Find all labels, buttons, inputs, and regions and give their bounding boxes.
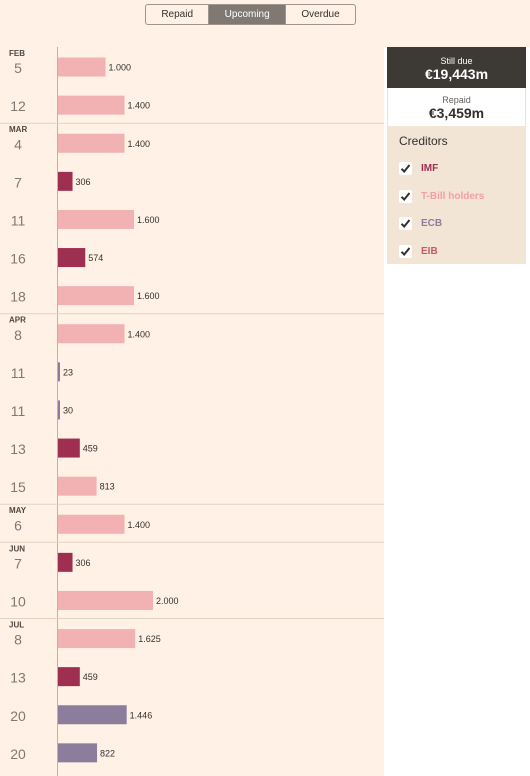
- checkbox-ecb[interactable]: [399, 217, 412, 231]
- legend-label-imf: IMF: [421, 163, 439, 175]
- bar: [58, 590, 153, 610]
- month-label: MAR: [9, 125, 27, 134]
- bar: [58, 667, 80, 687]
- bar: [58, 552, 73, 572]
- bar: [58, 57, 106, 77]
- bar: [58, 514, 125, 534]
- checkbox-eib[interactable]: [399, 244, 412, 258]
- checkbox-tbill[interactable]: [399, 189, 412, 203]
- month-label: JUL: [9, 621, 24, 630]
- day-label: 7: [14, 174, 22, 190]
- tab-upcoming[interactable]: Upcoming: [208, 5, 286, 24]
- day-label: 7: [14, 555, 22, 571]
- value-label: 822: [100, 748, 115, 758]
- value-label: 30: [63, 405, 73, 415]
- bar: [58, 362, 60, 382]
- value-label: 459: [83, 672, 98, 682]
- day-label: 8: [14, 632, 22, 648]
- bar: [58, 705, 127, 725]
- view-tabs: Repaid Upcoming Overdue: [145, 4, 356, 25]
- day-label: 11: [11, 212, 26, 228]
- value-label: 306: [76, 177, 91, 187]
- repaid-value: €3,459m: [428, 105, 485, 121]
- value-label: 459: [83, 444, 98, 454]
- bar: [58, 133, 125, 153]
- tab-repaid[interactable]: Repaid: [161, 9, 194, 20]
- day-label: 5: [14, 60, 22, 76]
- still-due-box: Still due €19,443m: [387, 47, 526, 88]
- day-label: 10: [10, 593, 26, 609]
- bar: [58, 248, 86, 268]
- value-label: 23: [63, 367, 73, 377]
- day-label: 8: [14, 327, 22, 343]
- day-label: 15: [10, 479, 26, 495]
- month-label: FEB: [9, 49, 25, 58]
- value-label: 574: [88, 253, 103, 263]
- legend-label-eib: EIB: [421, 245, 438, 257]
- day-label: 16: [10, 251, 26, 267]
- legend-label-tbill: T-Bill holders: [421, 190, 485, 202]
- day-label: 13: [10, 670, 26, 686]
- repaid-box: Repaid €3,459m: [387, 88, 526, 126]
- bar: [58, 209, 134, 229]
- value-label: 1.400: [128, 139, 151, 149]
- bar: [58, 476, 97, 496]
- chart-background: [0, 47, 384, 776]
- day-label: 6: [14, 517, 22, 533]
- still-due-label: Still due: [440, 56, 473, 66]
- checkbox-imf[interactable]: [399, 162, 412, 176]
- day-label: 20: [10, 746, 26, 762]
- bar: [58, 629, 136, 649]
- day-label: 20: [10, 708, 26, 724]
- legend-item-ecb[interactable]: ECB: [399, 210, 514, 238]
- month-label: APR: [9, 316, 26, 325]
- month-label: JUN: [9, 544, 25, 553]
- check-icon: [400, 247, 411, 256]
- check-icon: [400, 192, 411, 201]
- bar: [58, 400, 60, 420]
- day-label: 4: [14, 136, 22, 152]
- value-label: 1.600: [137, 291, 160, 301]
- legend-item-imf[interactable]: IMF: [399, 155, 514, 183]
- value-label: 1.625: [138, 634, 161, 644]
- bar: [58, 743, 98, 763]
- value-label: 1.600: [137, 215, 160, 225]
- bar: [58, 171, 73, 191]
- bar: [58, 324, 125, 344]
- value-label: 1.400: [128, 101, 151, 111]
- legend-item-tbill[interactable]: T-Bill holders: [399, 183, 514, 211]
- day-label: 11: [11, 403, 26, 419]
- tab-overdue[interactable]: Overdue: [285, 5, 355, 24]
- month-label: MAY: [9, 506, 27, 515]
- value-label: 2.000: [156, 596, 179, 606]
- creditors-title: Creditors: [399, 134, 448, 148]
- legend-label-ecb: ECB: [421, 218, 443, 230]
- day-label: 12: [10, 98, 26, 114]
- bar: [58, 438, 80, 458]
- value-label: 1.400: [128, 520, 151, 530]
- day-label: 11: [11, 365, 26, 381]
- day-label: 13: [10, 441, 26, 457]
- legend-item-eib[interactable]: EIB: [399, 238, 514, 266]
- still-due-value: €19,443m: [424, 66, 489, 82]
- check-icon: [400, 219, 411, 229]
- value-label: 813: [100, 482, 115, 492]
- value-label: 1.400: [128, 329, 151, 339]
- summary-panel: Still due €19,443m Repaid €3,459m Credit…: [387, 47, 526, 264]
- value-label: 306: [76, 558, 91, 568]
- day-label: 18: [10, 289, 26, 305]
- creditors-legend: Creditors IMF T-Bill holders ECB EIB: [387, 126, 526, 264]
- repaid-label: Repaid: [442, 95, 471, 105]
- bar: [58, 286, 134, 306]
- bar: [58, 95, 125, 115]
- value-label: 1.446: [130, 710, 153, 720]
- value-label: 1.000: [109, 63, 132, 73]
- check-icon: [400, 164, 411, 174]
